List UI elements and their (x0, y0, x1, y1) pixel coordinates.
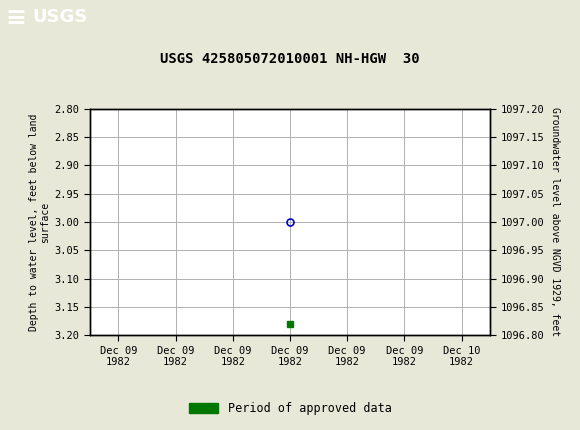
Text: USGS 425805072010001 NH-HGW  30: USGS 425805072010001 NH-HGW 30 (160, 52, 420, 66)
Legend: Period of approved data: Period of approved data (184, 397, 396, 420)
Y-axis label: Depth to water level, feet below land
surface: Depth to water level, feet below land su… (29, 114, 50, 331)
Y-axis label: Groundwater level above NGVD 1929, feet: Groundwater level above NGVD 1929, feet (550, 108, 560, 337)
Text: USGS: USGS (32, 9, 87, 27)
Text: ≡: ≡ (6, 6, 27, 30)
